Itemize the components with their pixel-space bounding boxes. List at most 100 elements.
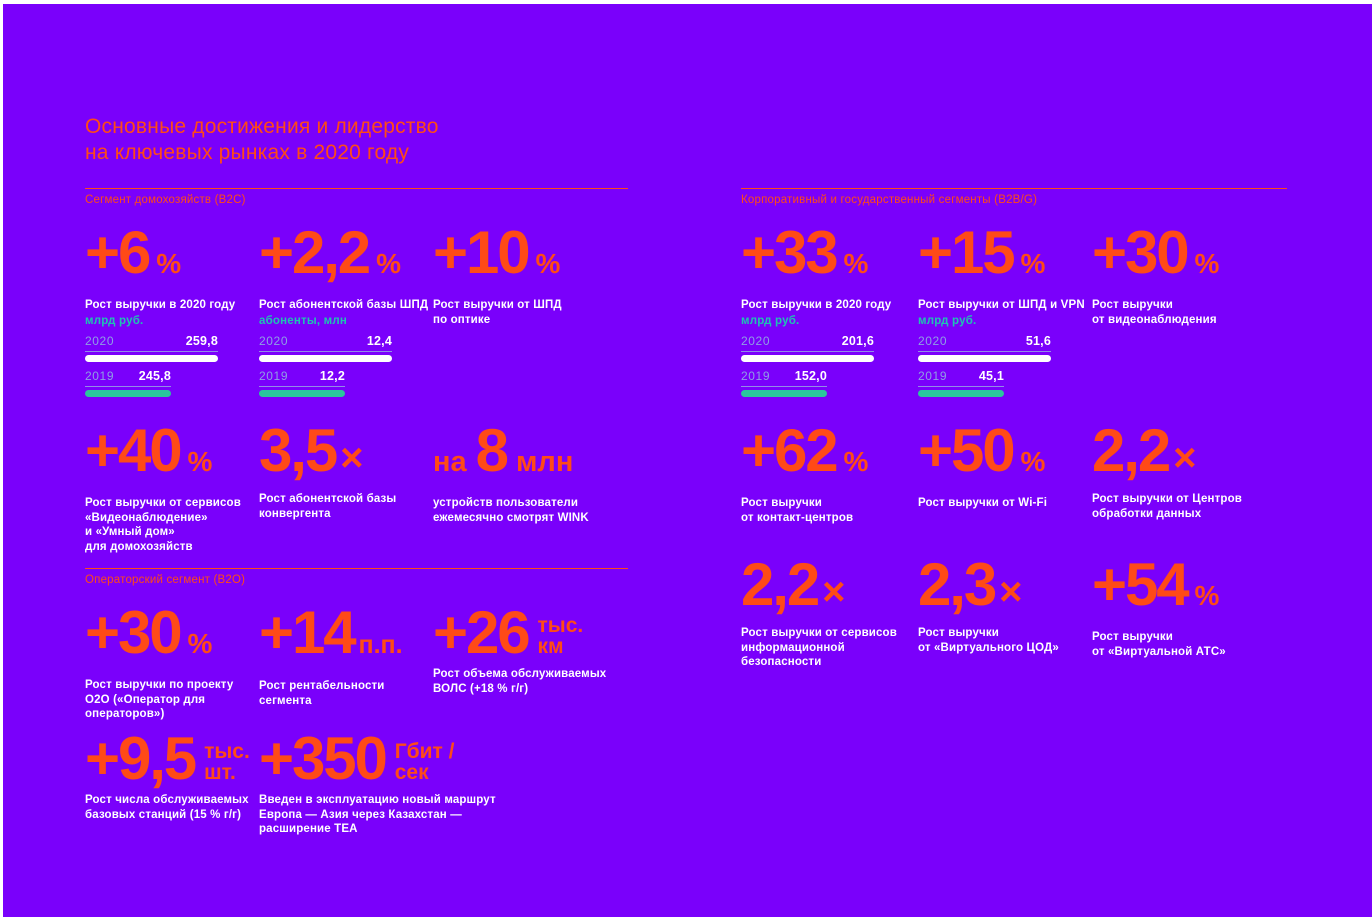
stat-value: +62% (741, 421, 869, 487)
chart-unit-label: абоненты, млн (259, 315, 348, 327)
stat-card: +6% Рост выручки в 2020 году (85, 223, 236, 313)
stat-unit: % (843, 248, 869, 279)
section-header-b2c: Сегмент домохозяйств (B2C) (85, 194, 246, 206)
year-label: 2019 (741, 369, 771, 383)
stat-value: +30% (85, 603, 233, 669)
section-header-b2bg: Корпоративный и государственный сегменты… (741, 194, 1038, 206)
stat-unit: % (1194, 580, 1220, 611)
stat-label: Рост выручки от ШПД по оптике (433, 299, 562, 326)
stat-label: Рост выручки в 2020 году (741, 299, 892, 311)
stat-label: Рост рентабельности сегмента (259, 680, 385, 707)
bar-value: 45,1 (978, 369, 1004, 383)
chart-unit-label: млрд руб. (918, 315, 977, 327)
stat-label: Рост выручки от Центров обработки данных (1092, 493, 1242, 520)
stat-unit: % (1020, 248, 1046, 279)
stat-number: +30 (1092, 219, 1190, 286)
stat-unit: % (156, 248, 182, 279)
stat-card: 2,3 × Рост выручки от «Виртуального ЦОД» (918, 555, 1059, 655)
bar-2020 (918, 355, 1051, 362)
section-header-b2o: Операторский сегмент (B2O) (85, 574, 246, 586)
stat-value: +33% (741, 223, 891, 289)
chart-row-2019: 2019 245,8 (85, 369, 171, 397)
stat-card: +15% Рост выручки от ШПД и VPN (918, 223, 1085, 313)
chart-row-2020: 2020 259,8 (85, 334, 218, 362)
bar-chart-b2bg-bba-vpn: млрд руб. 2020 51,6 2019 45,1 (918, 315, 1051, 397)
stat-unit: % (376, 248, 401, 279)
stat-label: Рост выручки от видеонаблюдения (1092, 299, 1217, 326)
stat-number: +9,5 (85, 725, 197, 792)
stat-number: +30 (85, 599, 183, 666)
page-background: Основные достижения и лидерство на ключе… (3, 4, 1372, 917)
stat-label: Рост объема обслуживаемых ВОЛС (+18 % г/… (433, 668, 607, 695)
stat-card: +62% Рост выручки от контакт-центров (741, 421, 869, 525)
stat-unit-stack: тыс. км (537, 615, 583, 657)
stat-value: 2,2 × (1092, 421, 1242, 483)
year-label: 2019 (259, 369, 289, 383)
stat-number: +10 (433, 219, 531, 286)
stat-label: Рост числа обслуживаемых базовых станций… (85, 794, 249, 821)
bar-value: 12,2 (319, 369, 345, 383)
stat-number: 3,5 (259, 417, 338, 484)
stat-unit-bottom: шт. (204, 761, 236, 784)
bar-2020 (741, 355, 874, 362)
stat-unit: % (1194, 248, 1220, 279)
stat-value: +14 п.п. (259, 603, 403, 670)
chart-row-2019: 2019 152,0 (741, 369, 827, 397)
stat-unit: п.п. (358, 631, 403, 659)
stat-card: +30% Рост выручки от видеонаблюдения (1092, 223, 1220, 327)
stat-unit-bottom: сек (394, 761, 429, 784)
stat-number: 2,2 (741, 551, 820, 618)
stat-number: +33 (741, 219, 839, 286)
bar-value: 259,8 (185, 334, 218, 348)
bar-value: 201,6 (841, 334, 874, 348)
stat-label: Рост выручки от сервисов «Видеонаблюдени… (85, 497, 241, 553)
year-label: 2020 (85, 334, 115, 348)
stat-value: 2,2 × (741, 555, 897, 617)
stat-number: +15 (918, 219, 1016, 286)
stat-prefix: на (433, 446, 467, 478)
bar-chart-b2bg-revenue: млрд руб. 2020 201,6 2019 152,0 (741, 315, 874, 397)
stat-label: Рост выручки от «Виртуального ЦОД» (918, 627, 1059, 654)
stat-number: +40 (85, 417, 183, 484)
stat-value: +15% (918, 223, 1085, 289)
year-label: 2019 (918, 369, 948, 383)
stat-value: +350 Гбит / сек (259, 729, 496, 789)
stat-card: +2,2% Рост абонентской базы ШПД (259, 223, 429, 313)
right-column: Корпоративный и государственный сегменты… (741, 4, 1287, 917)
stat-unit: % (1020, 446, 1046, 477)
bar-chart-b2c-revenue: млрд руб. 2020 259,8 2019 245,8 (85, 315, 218, 397)
stat-unit: % (843, 446, 869, 477)
stat-unit-stack: Гбит / сек (395, 741, 455, 783)
stat-unit: % (187, 628, 213, 659)
stat-label: Рост выручки в 2020 году (85, 299, 236, 311)
stat-value: +9,5 тыс. шт. (85, 729, 250, 789)
stat-card: +14 п.п. Рост рентабельности сегмента (259, 603, 403, 708)
chart-unit-label: млрд руб. (85, 315, 144, 327)
stat-number: +14 (259, 599, 357, 666)
stat-unit: × (340, 436, 364, 480)
stat-unit: % (187, 446, 213, 477)
stat-unit: % (535, 248, 561, 279)
stat-value: +30% (1092, 223, 1220, 289)
bar-chart-b2c-subscribers: абоненты, млн 2020 12,4 2019 12,2 (259, 315, 392, 397)
stat-unit-top: тыс. (537, 614, 584, 637)
stat-unit: × (822, 570, 846, 614)
bar-2019 (259, 390, 345, 397)
stat-number: 2,2 (1092, 417, 1171, 484)
stat-card: 3,5 × Рост абонентской базы конвергента (259, 421, 397, 521)
stat-unit-top: Гбит / (394, 740, 455, 763)
chart-row-2020: 2020 51,6 (918, 334, 1051, 362)
section-b2o: Операторский сегмент (B2O) (85, 568, 628, 587)
stat-unit-top: тыс. (204, 740, 250, 763)
stat-number: +54 (1092, 551, 1190, 618)
stat-label: Рост абонентской базы конвергента (259, 493, 397, 520)
stat-card: +350 Гбит / сек Введен в эксплуатацию новы… (259, 729, 496, 837)
stat-number: 8 (475, 417, 509, 484)
stat-unit-stack: тыс. шт. (204, 741, 250, 783)
bar-2020 (85, 355, 218, 362)
stat-value: +2,2% (259, 223, 428, 289)
section-b2c: Сегмент домохозяйств (B2C) (85, 188, 628, 207)
stat-value: +40% (85, 421, 241, 487)
stat-label: Рост выручки от Wi-Fi (918, 497, 1048, 509)
stat-label: Рост абонентской базы ШПД (259, 299, 429, 311)
